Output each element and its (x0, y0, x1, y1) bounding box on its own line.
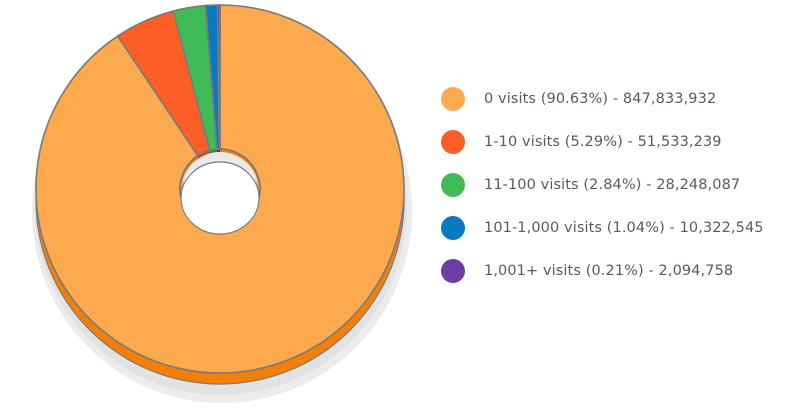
pie-hole-shade (181, 152, 259, 191)
legend-swatch (441, 87, 465, 111)
legend-label: 0 visits (90.63%) - 847,833,932 (484, 91, 717, 107)
chart-legend: 0 visits (90.63%) - 847,833,932 1-10 visi… (441, 86, 764, 301)
pie-hole-inner (180, 161, 260, 235)
legend-label: 101-1,000 visits (1.04%) - 10,322,545 (484, 220, 764, 236)
legend-swatch (441, 216, 465, 240)
legend-item[interactable]: 11-100 visits (2.84%) - 28,248,087 (441, 172, 764, 198)
legend-item[interactable]: 101-1,000 visits (1.04%) - 10,322,545 (441, 215, 764, 241)
legend-label: 1,001+ visits (0.21%) - 2,094,758 (484, 263, 734, 279)
legend-item[interactable]: 1-10 visits (5.29%) - 51,533,239 (441, 129, 764, 155)
legend-swatch (441, 259, 465, 283)
legend-item[interactable]: 0 visits (90.63%) - 847,833,932 (441, 86, 764, 112)
legend-label: 11-100 visits (2.84%) - 28,248,087 (484, 177, 741, 193)
pie-top-faces (35, 4, 405, 374)
legend-swatch (441, 173, 465, 197)
legend-swatch (441, 130, 465, 154)
legend-label: 1-10 visits (5.29%) - 51,533,239 (484, 134, 722, 150)
legend-item[interactable]: 1,001+ visits (0.21%) - 2,094,758 (441, 258, 764, 284)
